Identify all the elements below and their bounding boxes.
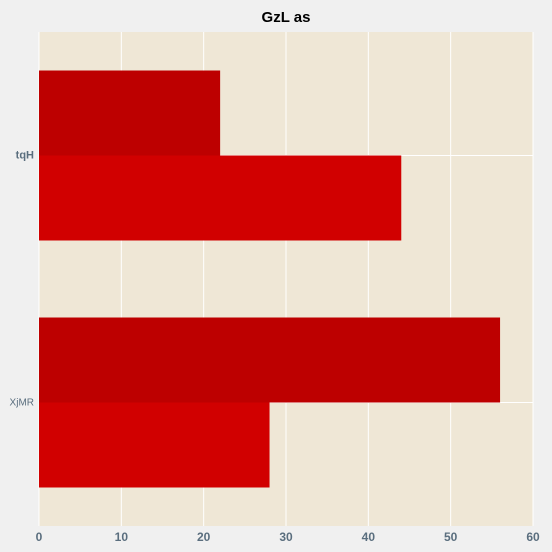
bar: [39, 318, 500, 403]
x-tick-label: 30: [279, 530, 293, 544]
x-axis-ticks: 0 10 20 30 40 50 60: [36, 530, 540, 544]
y-axis-ticks: XjMR tqH: [10, 150, 35, 409]
x-tick-label: 0: [36, 530, 43, 544]
bar: [39, 156, 401, 241]
x-tick-label: 20: [197, 530, 211, 544]
x-tick-label: 10: [115, 530, 129, 544]
x-tick-label: 60: [526, 530, 540, 544]
bar: [39, 403, 270, 488]
x-tick-label: 40: [362, 530, 376, 544]
y-tick-label: tqH: [16, 150, 34, 162]
x-tick-label: 50: [444, 530, 458, 544]
chart-title: GzL as: [262, 9, 311, 26]
y-tick-label: XjMR: [10, 398, 34, 409]
bar: [39, 71, 220, 156]
